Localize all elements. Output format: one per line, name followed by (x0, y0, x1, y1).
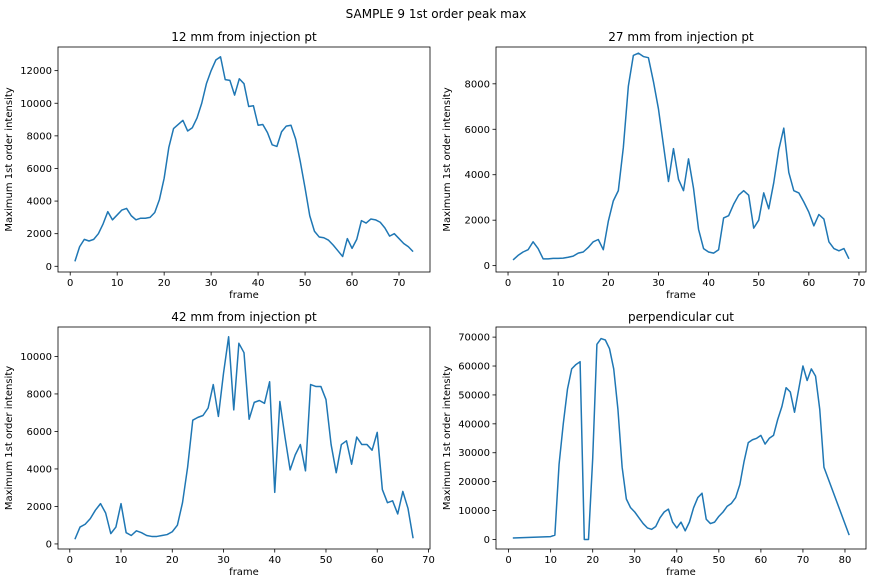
x-tick-label: 40 (268, 555, 281, 566)
x-tick-label: 0 (67, 555, 73, 566)
y-tick-label: 12000 (20, 66, 52, 77)
x-tick-label: 20 (166, 555, 179, 566)
y-tick-label: 6000 (465, 125, 490, 136)
x-tick-label: 40 (670, 555, 683, 566)
series-line (74, 56, 414, 262)
x-tick-label: 40 (702, 278, 715, 289)
chart-42mm: 42 mm from injection pt frame Maximum 1s… (4, 310, 435, 578)
y-tick-label: 10000 (20, 352, 52, 363)
y-tick-label: 2000 (465, 216, 490, 227)
x-tick-label: 10 (115, 555, 128, 566)
chart-12mm: 12 mm from injection pt frame Maximum 1s… (4, 30, 431, 301)
y-tick-label: 0 (484, 535, 490, 546)
chart-title: 27 mm from injection pt (608, 30, 754, 44)
x-axis-label: frame (229, 567, 259, 578)
y-tick-label: 60000 (458, 362, 490, 373)
y-tick-label: 8000 (27, 389, 52, 400)
axes-frame (495, 326, 867, 550)
x-tick-label: 50 (299, 278, 312, 289)
x-tick-label: 10 (552, 278, 565, 289)
y-tick-label: 50000 (458, 390, 490, 401)
y-axis-label: Maximum 1st order intensity (4, 87, 15, 231)
x-tick-label: 70 (853, 278, 866, 289)
x-tick-label: 50 (752, 278, 765, 289)
series-line (74, 336, 414, 540)
axes-frame (57, 46, 431, 273)
x-tick-label: 0 (505, 278, 511, 289)
axes-frame (495, 46, 867, 273)
y-tick-label: 4000 (465, 170, 490, 181)
x-tick-label: 10 (544, 555, 557, 566)
x-tick-label: 60 (346, 278, 359, 289)
series-line (512, 337, 850, 541)
y-tick-label: 30000 (458, 448, 490, 459)
y-tick-label: 40000 (458, 419, 490, 430)
chart-title: 12 mm from injection pt (171, 30, 317, 44)
x-tick-label: 70 (393, 278, 406, 289)
x-tick-label: 60 (755, 555, 768, 566)
y-tick-label: 2000 (27, 229, 52, 240)
y-tick-label: 8000 (465, 79, 490, 90)
x-tick-label: 70 (422, 555, 435, 566)
y-axis-label: Maximum 1st order intensity (442, 366, 453, 510)
x-tick-label: 70 (797, 555, 810, 566)
x-tick-label: 40 (252, 278, 265, 289)
y-tick-label: 10000 (458, 506, 490, 517)
x-tick-label: 20 (602, 278, 615, 289)
y-tick-label: 70000 (458, 333, 490, 344)
x-tick-label: 20 (158, 278, 171, 289)
x-tick-label: 50 (712, 555, 725, 566)
x-tick-label: 50 (320, 555, 333, 566)
y-tick-label: 10000 (20, 99, 52, 110)
y-tick-label: 20000 (458, 477, 490, 488)
y-tick-label: 4000 (27, 197, 52, 208)
x-tick-label: 0 (67, 278, 73, 289)
x-axis-label: frame (666, 290, 696, 301)
y-axis-label: Maximum 1st order intensity (4, 366, 15, 510)
x-tick-label: 20 (586, 555, 599, 566)
y-axis-label: Maximum 1st order intensity (442, 87, 453, 231)
y-tick-label: 0 (46, 262, 52, 273)
x-axis-label: frame (666, 567, 696, 578)
y-tick-label: 0 (484, 261, 490, 272)
x-tick-label: 30 (628, 555, 641, 566)
y-tick-label: 8000 (27, 131, 52, 142)
x-tick-label: 10 (111, 278, 124, 289)
x-tick-label: 30 (205, 278, 218, 289)
y-tick-label: 6000 (27, 427, 52, 438)
y-tick-label: 6000 (27, 164, 52, 175)
x-tick-label: 0 (505, 555, 511, 566)
y-tick-label: 0 (46, 539, 52, 550)
x-axis-label: frame (229, 290, 259, 301)
x-tick-label: 60 (371, 555, 384, 566)
y-tick-label: 2000 (27, 502, 52, 513)
chart-perpendicular-cut: perpendicular cut frame Maximum 1st orde… (442, 310, 867, 578)
figure-suptitle: SAMPLE 9 1st order peak max (346, 7, 527, 21)
x-tick-label: 60 (802, 278, 815, 289)
y-tick-label: 4000 (27, 464, 52, 475)
chart-title: 42 mm from injection pt (171, 310, 317, 324)
x-tick-label: 30 (217, 555, 230, 566)
axes-frame (57, 326, 431, 550)
series-line (512, 52, 850, 261)
x-tick-label: 30 (652, 278, 665, 289)
chart-27mm: 27 mm from injection pt frame Maximum 1s… (442, 30, 867, 301)
chart-title: perpendicular cut (628, 310, 734, 324)
x-tick-label: 80 (839, 555, 852, 566)
